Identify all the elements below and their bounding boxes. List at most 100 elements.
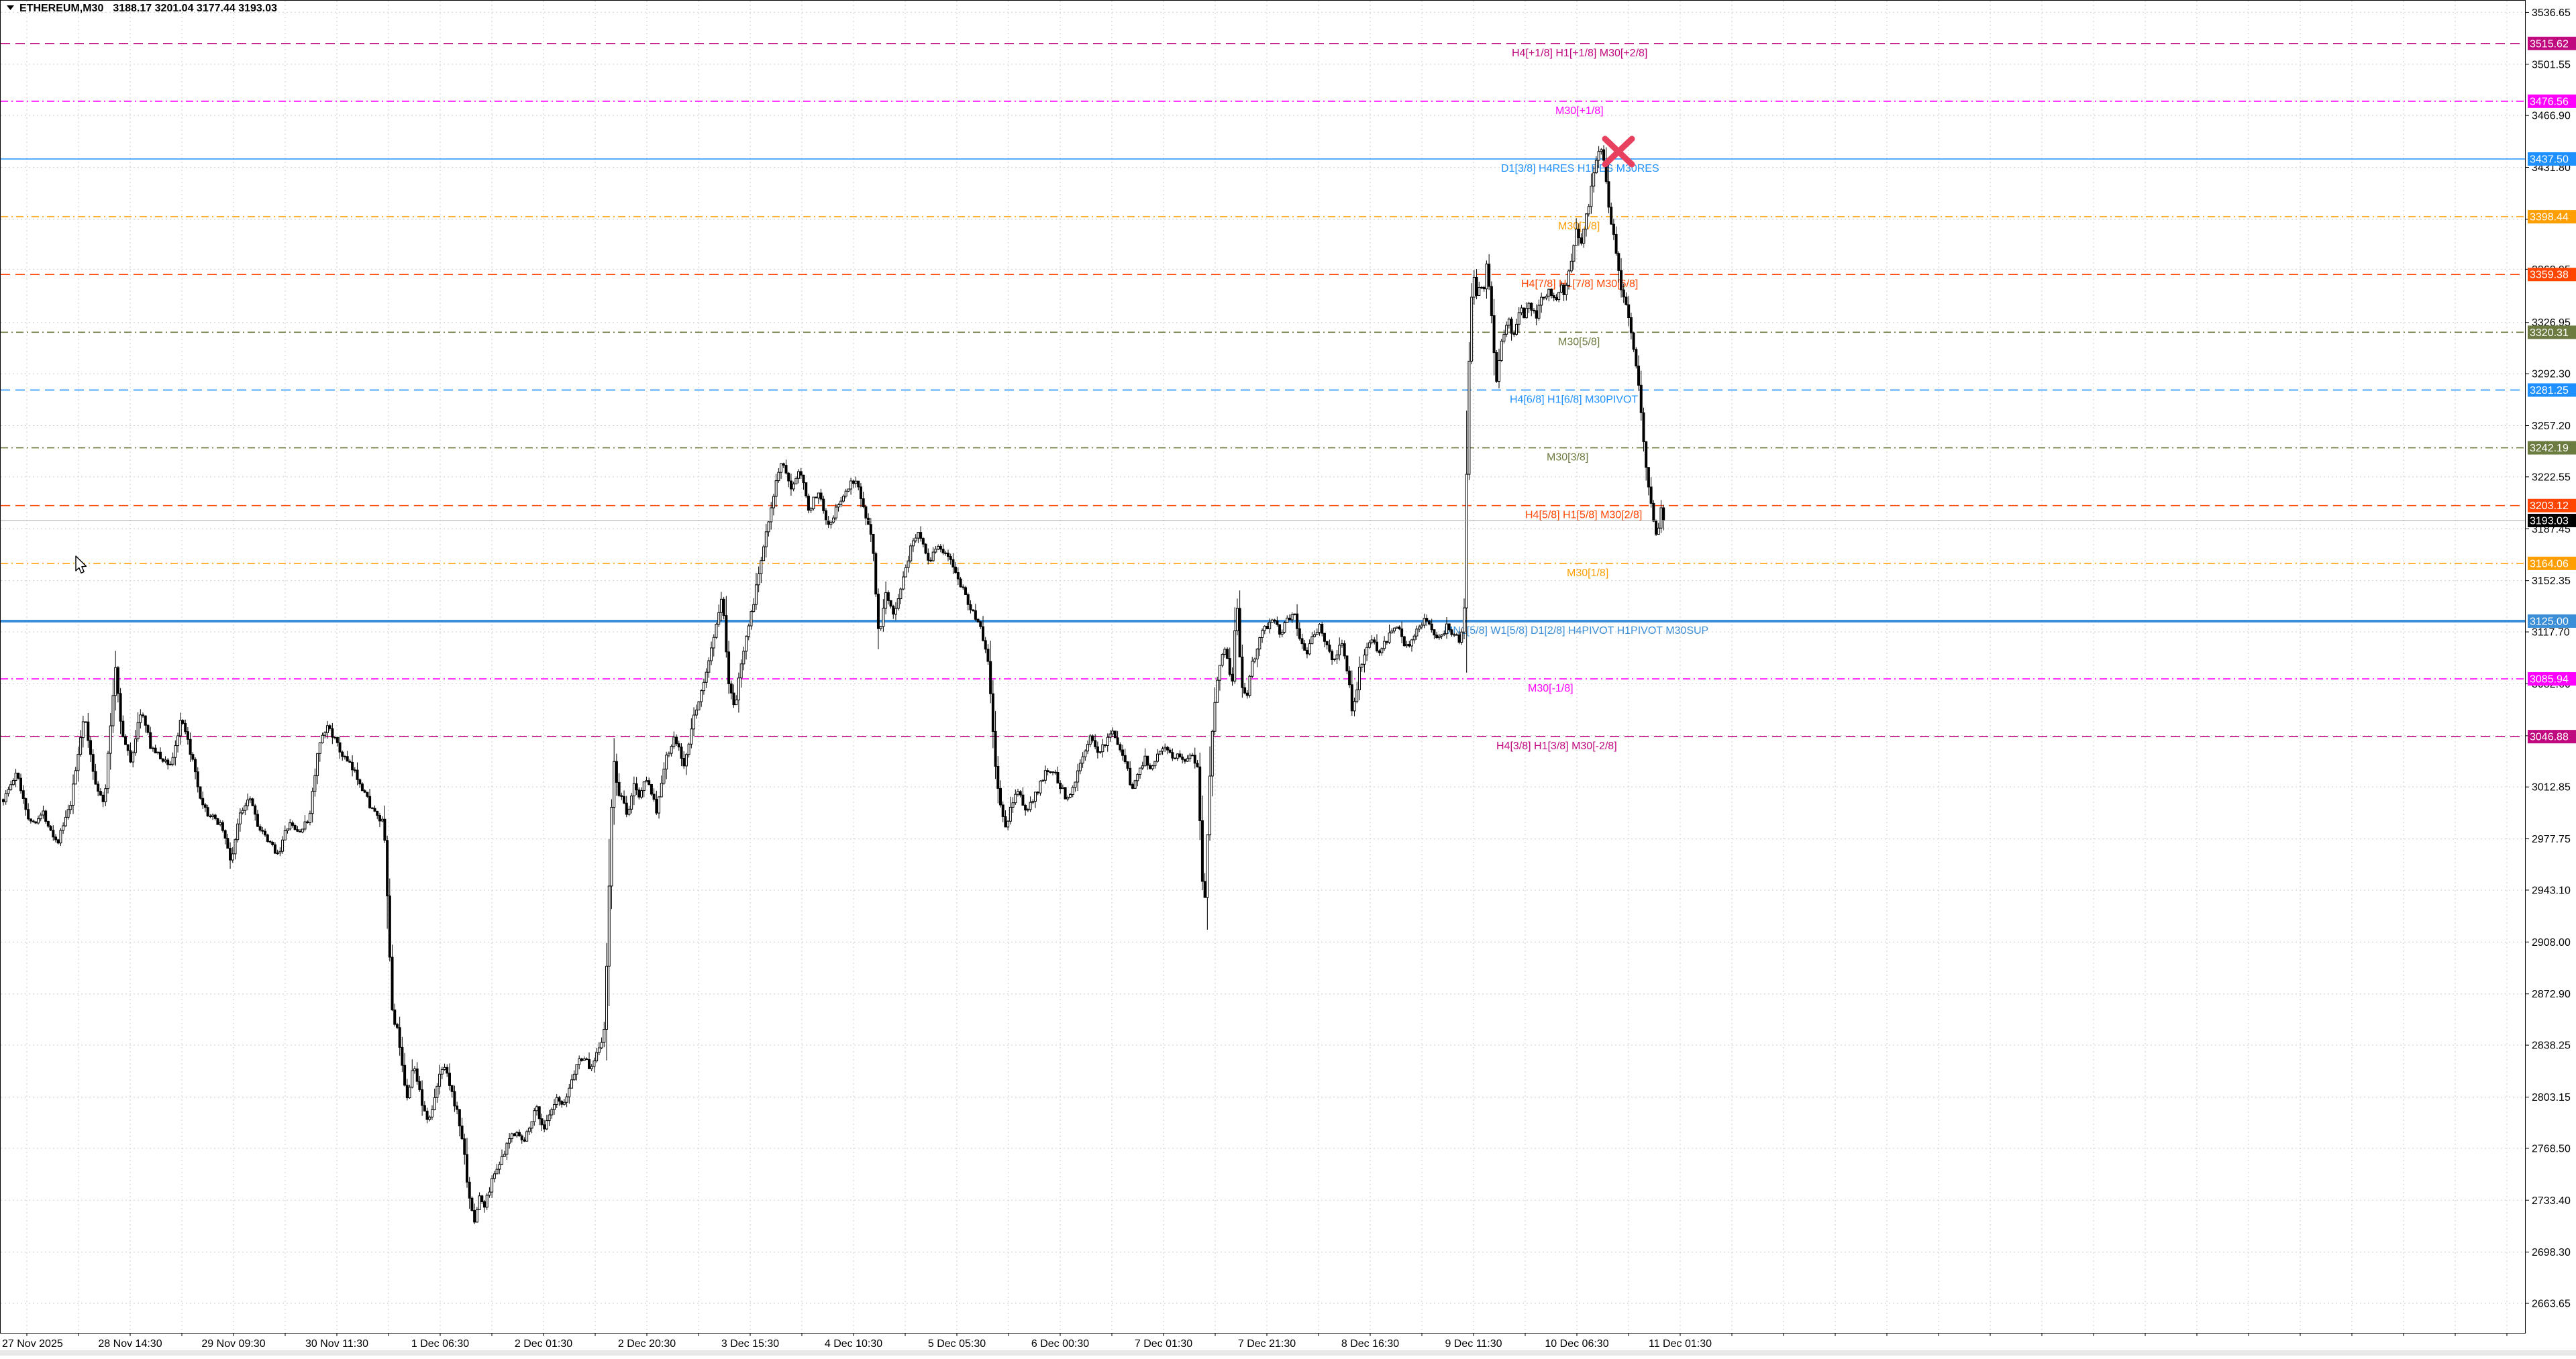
candle-body <box>136 722 140 740</box>
time-tick-label[interactable]: 4 Dec 10:30 <box>825 1338 882 1350</box>
candle-body <box>49 826 52 831</box>
time-tick-label[interactable]: 11 Dec 01:30 <box>1649 1338 1712 1350</box>
time-tick-label[interactable]: 10 Dec 06:30 <box>1545 1338 1608 1350</box>
candle-body <box>1158 751 1162 755</box>
time-tick-label[interactable]: 2 Dec 01:30 <box>515 1338 572 1350</box>
candle-body <box>453 1091 456 1107</box>
candle-body <box>1425 618 1429 622</box>
candle-body <box>764 531 768 547</box>
candle-body <box>1286 617 1289 623</box>
candle-body <box>231 853 234 861</box>
candle-body <box>7 789 10 794</box>
candle-body <box>1410 639 1413 647</box>
candle-body <box>807 495 810 511</box>
candle-body <box>1353 701 1356 712</box>
time-tick-label[interactable]: 3 Dec 15:30 <box>721 1338 779 1350</box>
price-axis[interactable]: 3536.653501.553466.903431.803396.703362.… <box>2526 7 2576 1310</box>
candle-body <box>1041 779 1045 781</box>
candle-body <box>1046 770 1049 773</box>
time-tick-label[interactable]: 9 Dec 11:30 <box>1445 1338 1502 1350</box>
time-tick-label[interactable]: 8 Dec 16:30 <box>1341 1338 1399 1350</box>
candle-body <box>1510 319 1513 334</box>
price-tick-label: 3501.55 <box>2532 59 2571 70</box>
candle-body <box>211 814 215 817</box>
candle-body <box>1577 228 1580 239</box>
candle-body <box>670 746 673 754</box>
candle-body <box>859 486 862 499</box>
candle-body <box>1587 206 1590 215</box>
candle-body <box>1034 792 1037 802</box>
price-badge <box>2528 152 2576 166</box>
candle-body <box>1585 213 1588 230</box>
candle-body <box>1153 761 1157 767</box>
candle-body <box>328 725 331 729</box>
candle-body <box>323 732 327 736</box>
candle-body <box>558 1097 561 1102</box>
candle-body <box>1517 312 1521 325</box>
candle-body <box>1233 630 1237 682</box>
candle-body <box>1614 233 1618 254</box>
candle-body <box>1017 791 1020 795</box>
candle-body <box>1610 207 1613 225</box>
candle-body <box>844 490 847 497</box>
candle-body <box>46 821 50 827</box>
candle-body <box>421 1089 424 1106</box>
candle-body <box>762 546 766 561</box>
candle-body <box>1642 412 1645 442</box>
candle-body <box>1572 245 1576 262</box>
time-tick-label[interactable]: 2 Dec 20:30 <box>618 1338 676 1350</box>
candle-body <box>1383 641 1386 649</box>
time-tick-label[interactable]: 6 Dec 00:30 <box>1031 1338 1089 1350</box>
candle-body <box>1662 507 1665 521</box>
candle-body <box>1328 645 1331 652</box>
candle-body <box>1024 805 1027 811</box>
candle-body <box>525 1131 529 1142</box>
candle-body <box>976 618 980 622</box>
candle-body <box>383 818 387 841</box>
time-tick-label[interactable]: 30 Nov 11:30 <box>305 1338 368 1350</box>
price-tick-label: 3466.90 <box>2532 111 2571 122</box>
candle-body <box>201 798 205 806</box>
candle-body <box>475 1209 478 1223</box>
time-tick-label[interactable]: 7 Dec 01:30 <box>1135 1338 1192 1350</box>
candle-body <box>665 755 668 770</box>
candle-body <box>1467 360 1471 475</box>
candle-body <box>1507 319 1510 326</box>
candle-body <box>72 783 75 806</box>
candle-body <box>1512 333 1516 335</box>
symbol-dropdown-icon[interactable] <box>7 5 14 10</box>
time-tick-label[interactable]: 27 Nov 2025 <box>2 1338 63 1350</box>
candle-body <box>34 821 38 824</box>
time-tick-label[interactable]: 1 Dec 06:30 <box>411 1338 469 1350</box>
candle-body <box>1009 806 1012 822</box>
candle-body <box>1241 656 1244 688</box>
price-badge-label: 3398.44 <box>2530 212 2569 223</box>
time-axis[interactable]: 27 Nov 2025 28 Nov 14:30 29 Nov 09:30 30 No… <box>0 1334 2576 1356</box>
candle-body <box>99 791 102 796</box>
murrey-level-label: M30[1/8] <box>1567 567 1608 579</box>
candle-body <box>593 1061 596 1067</box>
price-tick-label: 2803.15 <box>2532 1092 2571 1103</box>
time-tick-label[interactable]: 28 Nov 14:30 <box>98 1338 162 1350</box>
candle-body <box>937 545 940 550</box>
candle-body <box>468 1181 471 1199</box>
candle-body <box>403 1065 407 1086</box>
murrey-level-label: M30[-1/8] <box>1528 683 1574 694</box>
time-tick-label[interactable]: 7 Dec 21:30 <box>1238 1338 1296 1350</box>
candle-body <box>658 796 661 814</box>
candle-body <box>902 576 905 590</box>
candle-body <box>1116 737 1119 745</box>
candle-body <box>176 735 180 747</box>
window-bottom-strip <box>0 1350 2576 1356</box>
murrey-level-label: H4[3/8] H1[3/8] M30[-2/8] <box>1496 741 1617 752</box>
candle-body <box>1627 304 1631 319</box>
time-tick-label[interactable]: 29 Nov 09:30 <box>201 1338 265 1350</box>
candle-body <box>1133 780 1137 789</box>
candle-body <box>1400 628 1404 637</box>
cursor-arrow-icon <box>75 555 87 574</box>
time-tick-label[interactable]: 5 Dec 05:30 <box>928 1338 986 1350</box>
candle-body <box>114 667 117 696</box>
candle-body <box>914 537 917 541</box>
candle-body <box>715 624 718 638</box>
